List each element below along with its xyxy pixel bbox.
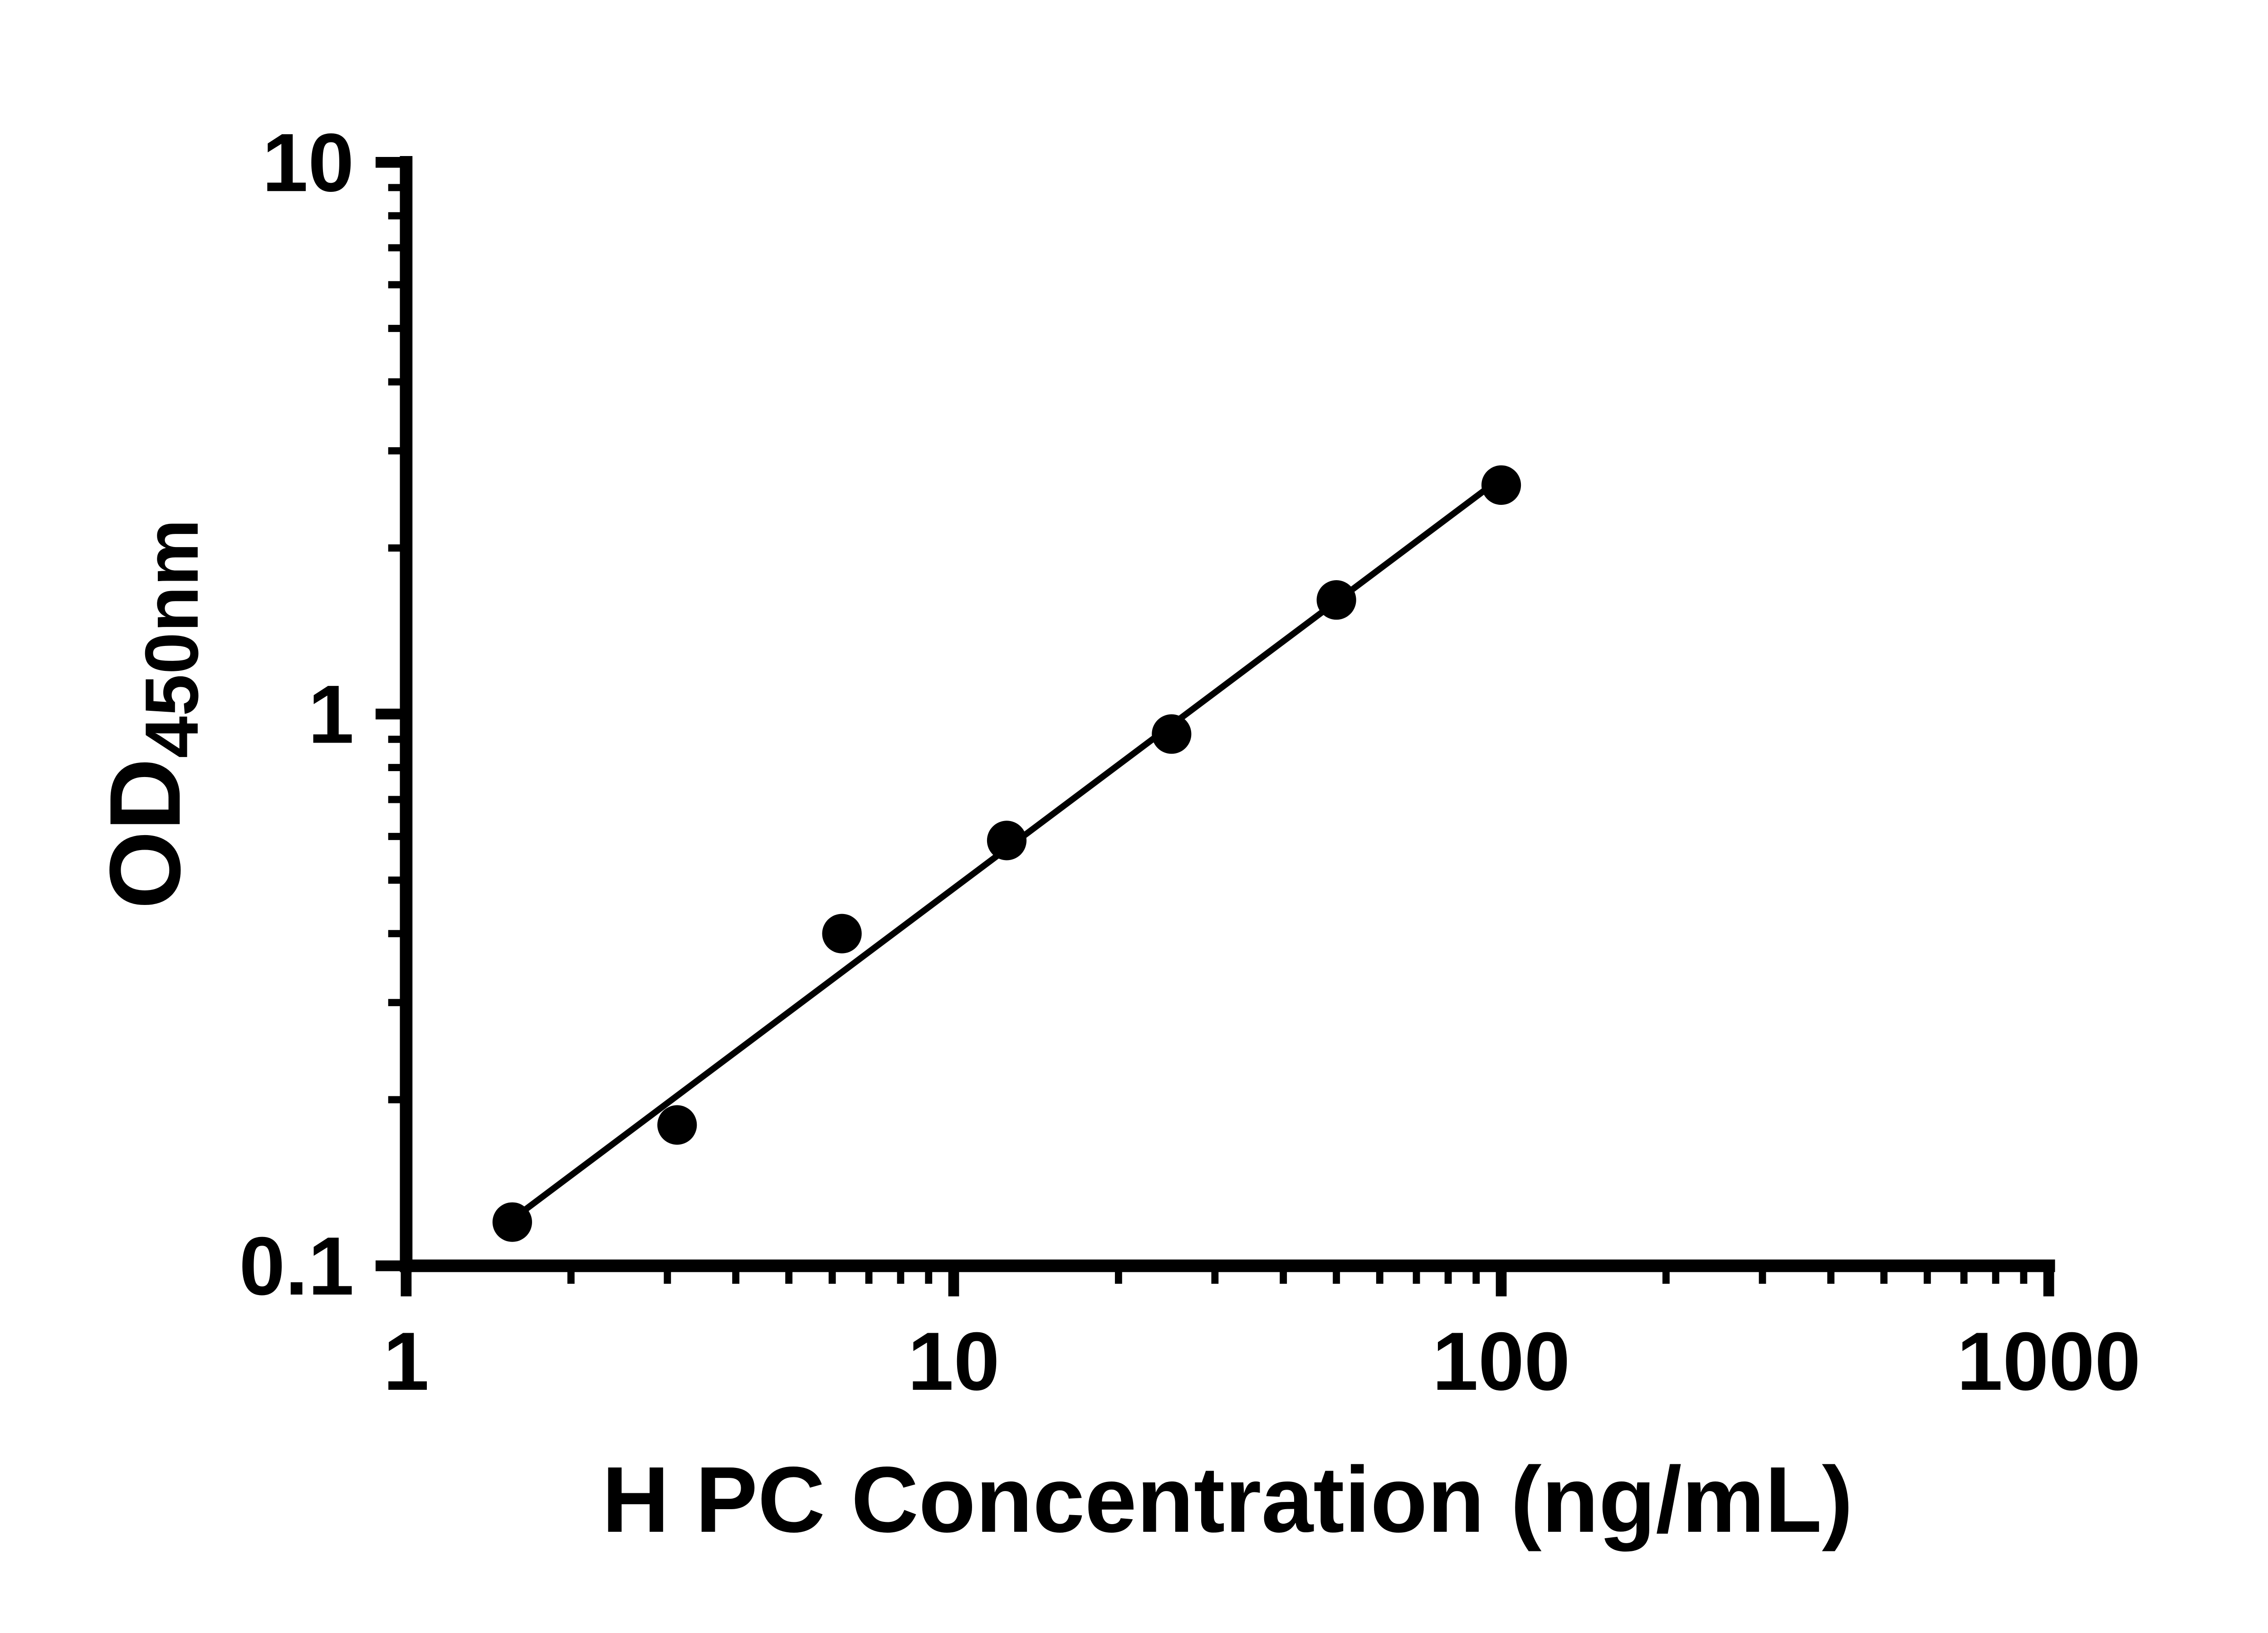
data-point <box>987 821 1027 861</box>
y-tick-label: 0.1 <box>239 1220 354 1312</box>
x-axis-title: H PC Concentration (ng/mL) <box>602 1447 1853 1552</box>
axes: 1 10 100 1000 0.1 1 10 <box>239 116 2141 1408</box>
data-point <box>657 1105 697 1145</box>
x-tick-label: 1 <box>383 1315 429 1408</box>
y-tick-label: 1 <box>308 668 354 761</box>
x-tick-label: 10 <box>908 1315 1000 1408</box>
data-point <box>1316 580 1356 620</box>
data-point <box>822 914 862 953</box>
data-point <box>1152 714 1192 754</box>
y-axis-title: OD450nm <box>89 519 214 909</box>
x-tick-label: 1000 <box>1957 1315 2141 1408</box>
y-axis-title-main: OD <box>89 758 201 909</box>
data-point <box>492 1202 532 1242</box>
y-axis-title-subscript: 450nm <box>130 519 214 758</box>
y-tick-label: 10 <box>262 116 354 209</box>
x-tick-label: 100 <box>1432 1315 1570 1408</box>
data-point <box>1481 465 1521 505</box>
data-series <box>492 465 1521 1242</box>
